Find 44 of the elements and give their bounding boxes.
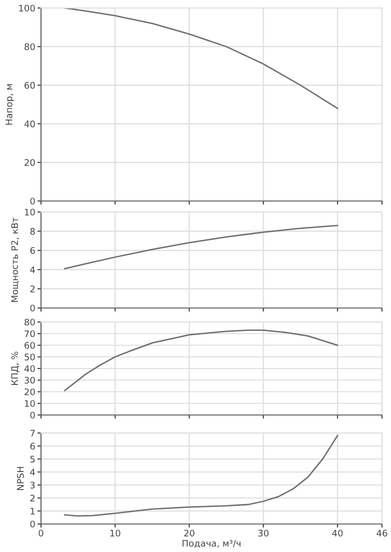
x-axis-title: Подача, м³/ч [182,540,240,548]
y-tick-label: 40 [24,365,35,372]
y-tick-label: 20 [24,388,35,396]
y-tick-label: 2 [30,494,35,502]
line-series [64,224,338,270]
y-tick-label: 4 [30,468,35,476]
y-tick-label: 6 [30,247,35,254]
y-tick-label: 3 [30,482,35,489]
y-tick-label: 20 [24,159,35,166]
x-tick-label: 0 [38,530,44,537]
y-tick-label: 0 [30,412,35,419]
y-axis-title: NPSH [16,467,24,490]
y-tick-label: 100 [19,4,35,12]
line-series [64,329,338,392]
y-tick-label: 8 [30,228,35,235]
y-tick-label: 10 [24,400,35,407]
y-tick-label: 30 [24,376,35,384]
y-tick-label: 70 [24,330,35,338]
y-tick-label: 0 [30,304,35,312]
line-series [64,434,338,517]
y-axis-title: КПД, % [11,352,20,385]
y-tick-label: 2 [30,286,35,292]
x-tick-label: 30 [258,530,269,537]
y-axis-title: Мощность P2, кВт [11,218,20,302]
y-tick-label: 7 [30,430,35,436]
y-tick-label: 40 [24,120,35,128]
x-tick-label: 10 [110,530,120,537]
y-tick-label: 60 [24,342,35,349]
x-tick-label: 20 [184,530,194,537]
y-tick-label: 6 [30,442,35,450]
y-tick-label: 60 [24,82,35,89]
y-tick-label: 1 [30,508,35,514]
y-axis-title: Напор, м [6,84,14,125]
x-tick-label: 40 [332,530,343,537]
x-tick-label: 46 [376,530,388,537]
line-series [64,8,338,110]
y-tick-label: 4 [30,266,35,274]
y-tick-label: 80 [24,43,35,50]
y-tick-label: 0 [30,198,35,205]
y-tick-label: 0 [30,520,35,528]
y-tick-label: 10 [24,208,35,216]
y-tick-label: 5 [30,456,35,463]
y-tick-label: 80 [24,318,35,326]
y-tick-label: 50 [24,354,35,360]
